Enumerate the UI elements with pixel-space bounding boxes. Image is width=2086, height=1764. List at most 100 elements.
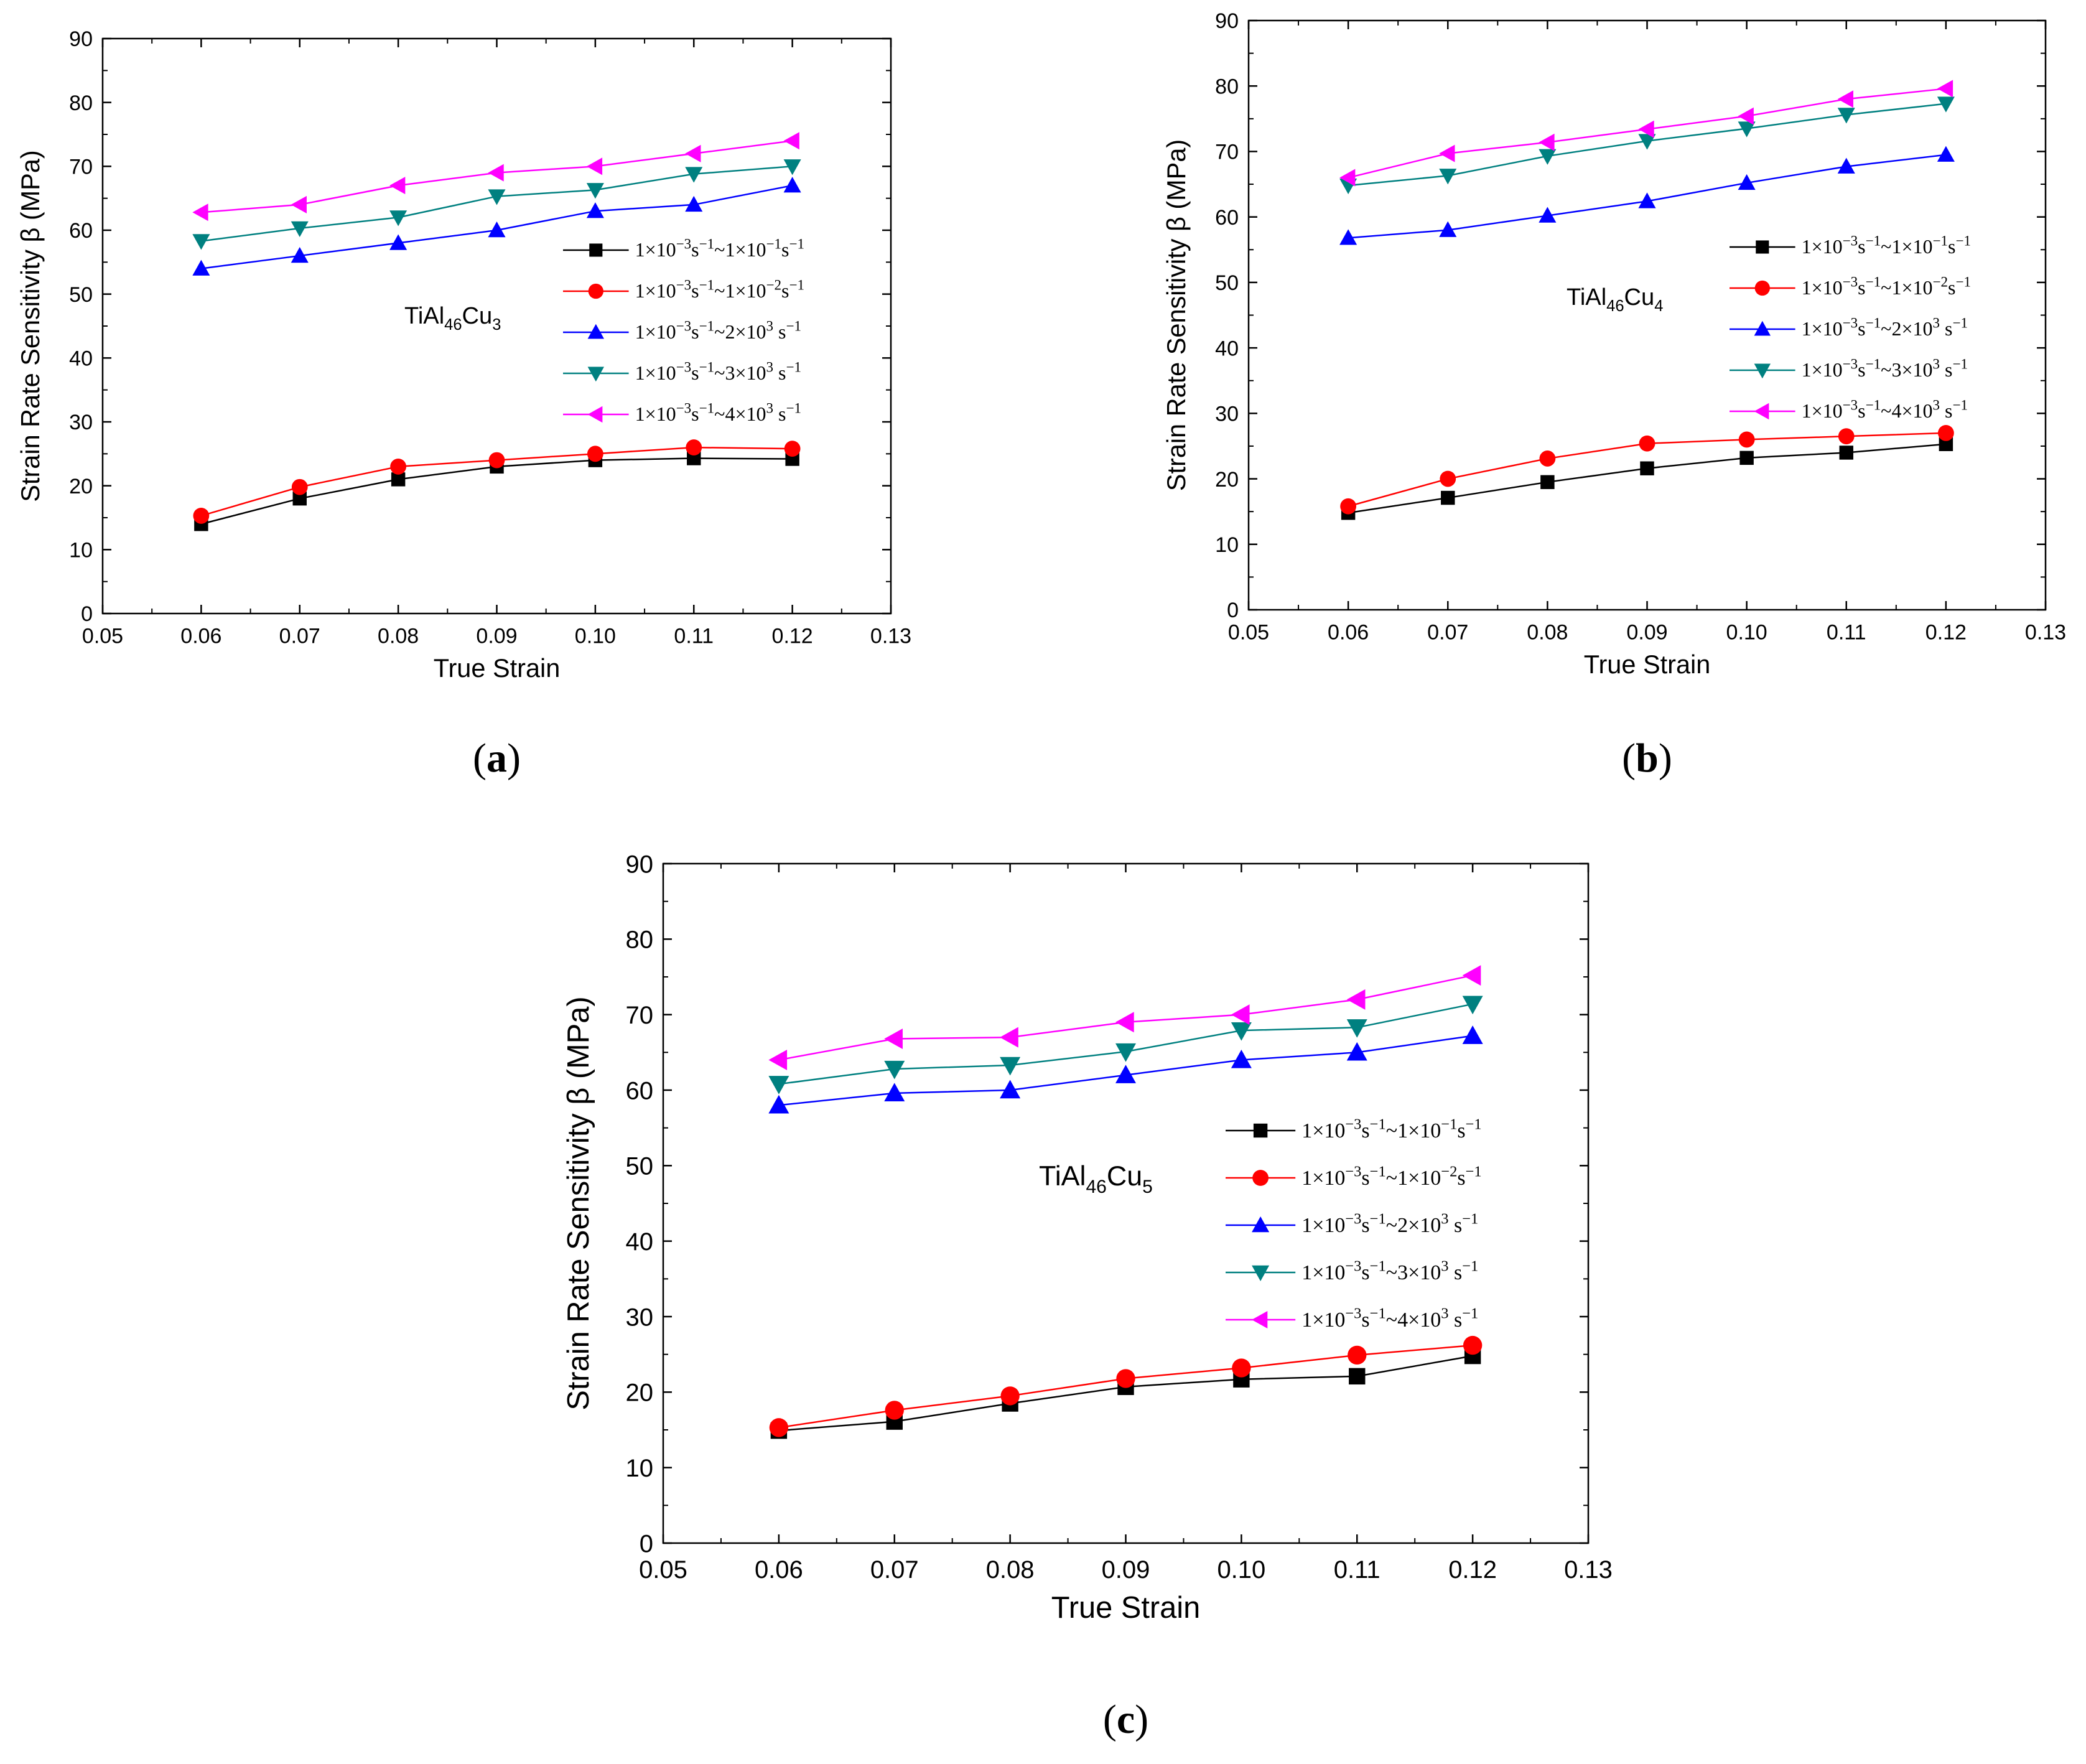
text-part: −3 xyxy=(676,358,692,375)
data-point xyxy=(291,247,309,263)
data-point xyxy=(1639,435,1655,452)
legend-entry-label: 1×10−3s−1~2×103 s−1 xyxy=(1301,1210,1478,1237)
text-part: ( xyxy=(1622,735,1636,781)
chart-panel-b: 0.05 0.06 0.07 0.08 0.09 0.10 0.11 0.12 0.13 0 10 2… xyxy=(1162,9,2066,781)
x-tick-label: 0.11 xyxy=(1827,621,1866,645)
legend-entry-label: 1×10−3s−1~4×103 s−1 xyxy=(1301,1305,1478,1332)
series-line-1 xyxy=(1348,443,1946,514)
x-tick-label: 0.12 xyxy=(1925,621,1967,645)
y-tick-label: 20 xyxy=(69,475,93,498)
data-point xyxy=(1339,169,1356,187)
data-point xyxy=(1540,475,1555,490)
panel-label: (b) xyxy=(1622,735,1672,781)
text-part: s xyxy=(1457,1167,1465,1190)
text-part: s xyxy=(1940,317,1952,340)
text-part: −3 xyxy=(1843,355,1858,371)
text-part: −1 xyxy=(1866,314,1881,330)
x-tick-label: 0.06 xyxy=(755,1556,803,1584)
text-part: s xyxy=(691,320,699,343)
data-point xyxy=(1346,1019,1367,1038)
text-part: −1 xyxy=(699,276,715,292)
legend-entry-label: 1×10−3s−1~4×103 s−1 xyxy=(1802,396,1968,422)
data-point xyxy=(1231,1022,1252,1041)
data-point xyxy=(1638,120,1654,138)
x-tick-label: 0.11 xyxy=(1334,1556,1381,1584)
data-point xyxy=(1937,146,1955,162)
legend-entry-label: 1×10−3s−1~4×103 s−1 xyxy=(635,399,801,425)
data-point xyxy=(1349,1368,1366,1385)
text-part: −1 xyxy=(1370,1163,1386,1180)
text-part: −1 xyxy=(699,235,715,251)
text-part: −1 xyxy=(1932,232,1948,248)
text-part: s xyxy=(691,279,699,302)
y-tick-label: 80 xyxy=(69,91,93,115)
text-part: 1×10 xyxy=(1802,317,1843,340)
text-part: s xyxy=(773,320,786,343)
legend-marker xyxy=(587,406,603,423)
data-point xyxy=(1340,498,1357,515)
text-part: −1 xyxy=(1466,1163,1482,1180)
legend: 1×10−3s−1~1×10−1s−11×10−3s−1~1×10−2s−11×… xyxy=(1730,232,1971,422)
text-part: 1×10 xyxy=(1301,1119,1345,1142)
y-tick-label: 0 xyxy=(640,1530,653,1557)
data-point xyxy=(389,210,407,226)
legend-marker xyxy=(589,243,603,257)
text-part: −1 xyxy=(1866,396,1881,413)
y-tick-label: 10 xyxy=(626,1455,654,1482)
data-point xyxy=(586,183,604,199)
text-part: s xyxy=(691,362,699,384)
x-tick-label: 0.08 xyxy=(1527,621,1568,645)
data-point xyxy=(390,458,407,475)
text-part: −3 xyxy=(1345,1163,1361,1180)
data-point xyxy=(1463,1335,1483,1355)
y-tick-label: 10 xyxy=(1215,533,1239,557)
y-tick-label: 30 xyxy=(1215,403,1239,426)
x-tick-label: 0.07 xyxy=(279,625,320,648)
x-axis-label: True Strain xyxy=(434,653,561,683)
text-part: s xyxy=(773,403,786,425)
text-part: s xyxy=(1449,1309,1463,1332)
chart-panel-c: 0.05 0.06 0.07 0.08 0.09 0.10 0.11 0.12 0.13 0 10 2… xyxy=(562,851,1613,1742)
text-part: 4 xyxy=(1654,297,1663,315)
legend-entry-label: 1×10−3s−1~2×103 s−1 xyxy=(1802,314,1968,340)
text-part: 1×10 xyxy=(1802,276,1843,299)
text-part: ~1×10 xyxy=(1881,235,1932,258)
data-point xyxy=(488,164,504,182)
legend-entry-label: 1×10−3s−1~1×10−2s−1 xyxy=(1301,1163,1481,1190)
text-part: −3 xyxy=(1843,273,1858,289)
legend-entry-label: 1×10−3s−1~1×10−1s−1 xyxy=(635,235,804,261)
text-part: −1 xyxy=(1441,1116,1457,1132)
data-point xyxy=(192,234,210,250)
data-point xyxy=(1939,437,1953,452)
legend-marker xyxy=(1253,1123,1268,1138)
text-part: ~4×10 xyxy=(714,403,766,425)
data-point xyxy=(1231,1004,1250,1025)
y-tick-label: 50 xyxy=(1215,271,1239,295)
data-point xyxy=(1640,461,1654,475)
alloy-annotation: TiAl46Cu3 xyxy=(404,303,501,334)
data-point xyxy=(1462,965,1481,986)
data-point xyxy=(1439,144,1455,162)
text-part: 3 xyxy=(1932,396,1940,413)
chart-panel-a: 0.05 0.06 0.07 0.08 0.09 0.10 0.11 0.12 0.13 0 10 2… xyxy=(16,27,911,781)
text-part: −1 xyxy=(1370,1305,1386,1322)
legend-marker xyxy=(1252,1310,1268,1329)
x-tick-label: 0.05 xyxy=(1228,621,1269,645)
data-point xyxy=(768,1076,789,1094)
text-part: s xyxy=(1361,1261,1369,1284)
text-part: ~2×10 xyxy=(1386,1214,1441,1237)
text-part: 1×10 xyxy=(635,362,676,384)
x-tick-label: 0.05 xyxy=(639,1556,687,1584)
data-point xyxy=(1738,121,1756,138)
data-point xyxy=(586,202,604,218)
text-part: s xyxy=(1457,1119,1465,1142)
x-tick-label: 0.06 xyxy=(180,625,221,648)
data-point xyxy=(1116,1369,1135,1388)
text-part: 1×10 xyxy=(1802,358,1843,381)
data-point xyxy=(389,177,406,195)
text-part: ~4×10 xyxy=(1386,1309,1441,1332)
text-part: 1×10 xyxy=(1301,1214,1345,1237)
data-point xyxy=(884,1083,905,1102)
text-part: s xyxy=(1449,1261,1463,1284)
text-part: −1 xyxy=(1462,1258,1478,1274)
